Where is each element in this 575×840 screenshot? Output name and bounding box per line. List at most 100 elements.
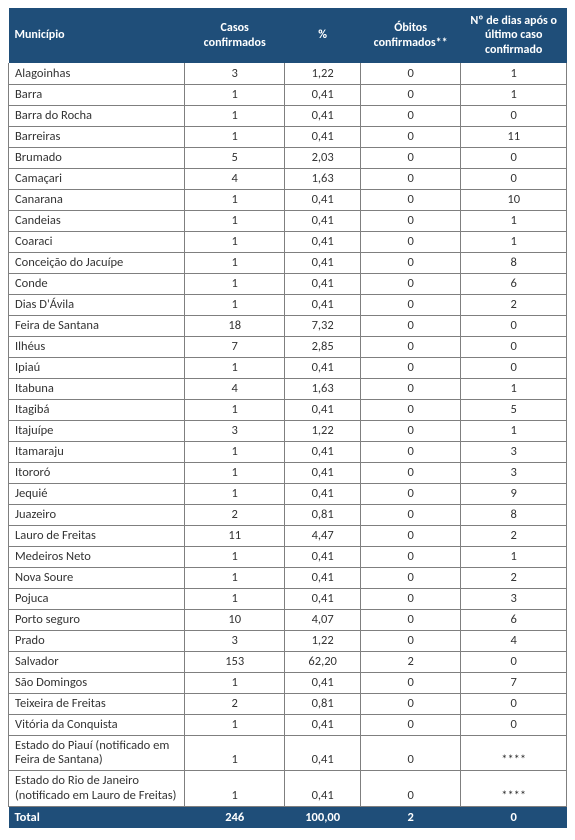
cell-dias: 0 xyxy=(461,714,567,735)
cell-municipio: Teixeira de Freitas xyxy=(9,693,185,714)
cell-dias: 3 xyxy=(461,462,567,483)
cell-dias: 0 xyxy=(461,105,567,126)
cell-obitos: 0 xyxy=(360,273,461,294)
cell-dias: 0 xyxy=(461,651,567,672)
cell-obitos: 0 xyxy=(360,147,461,168)
cell-casos: 3 xyxy=(184,63,285,84)
cell-obitos: 0 xyxy=(360,504,461,525)
cell-casos: 10 xyxy=(184,609,285,630)
cell-dias: 5 xyxy=(461,399,567,420)
table-row: Prado31,2204 xyxy=(9,630,567,651)
cell-casos: 1 xyxy=(184,483,285,504)
table-row: Coaraci10,4101 xyxy=(9,231,567,252)
cell-dias: 6 xyxy=(461,609,567,630)
cell-pct: 0,41 xyxy=(285,546,360,567)
cell-municipio: Barra xyxy=(9,84,185,105)
table-row: Itabuna41,6301 xyxy=(9,378,567,399)
cell-pct: 1,22 xyxy=(285,630,360,651)
cell-pct: 2,03 xyxy=(285,147,360,168)
cell-obitos: 0 xyxy=(360,483,461,504)
cell-municipio: Estado do Rio de Janeiro (notificado em … xyxy=(9,771,185,807)
table-row: Juazeiro20,8108 xyxy=(9,504,567,525)
cell-casos: 1 xyxy=(184,84,285,105)
table-row: Vitória da Conquista10,4100 xyxy=(9,714,567,735)
cell-pct: 0,41 xyxy=(285,252,360,273)
cell-municipio: Estado do Piauí (notificado em Feira de … xyxy=(9,735,185,771)
cell-obitos: 0 xyxy=(360,525,461,546)
cell-municipio: Medeiros Neto xyxy=(9,546,185,567)
cell-casos: 1 xyxy=(184,294,285,315)
cell-pct: 0,41 xyxy=(285,462,360,483)
col-header-municipio: Município xyxy=(9,8,185,63)
cell-obitos: 0 xyxy=(360,588,461,609)
cell-dias: 8 xyxy=(461,252,567,273)
cell-casos: 4 xyxy=(184,378,285,399)
table-row: Brumado52,0300 xyxy=(9,147,567,168)
cell-pct: 7,32 xyxy=(285,315,360,336)
cell-obitos: 0 xyxy=(360,714,461,735)
col-header-casos: Casos confirmados xyxy=(184,8,285,63)
cell-municipio: Dias D'Ávila xyxy=(9,294,185,315)
cell-municipio: Juazeiro xyxy=(9,504,185,525)
cell-casos: 1 xyxy=(184,567,285,588)
cell-pct: 0,41 xyxy=(285,483,360,504)
cell-pct: 1,63 xyxy=(285,378,360,399)
cell-total-obitos: 2 xyxy=(360,807,461,828)
cell-casos: 1 xyxy=(184,252,285,273)
cell-pct: 0,41 xyxy=(285,210,360,231)
cell-casos: 1 xyxy=(184,672,285,693)
cell-dias: 2 xyxy=(461,525,567,546)
cell-casos: 1 xyxy=(184,189,285,210)
cell-casos: 1 xyxy=(184,273,285,294)
cell-casos: 1 xyxy=(184,210,285,231)
cell-obitos: 0 xyxy=(360,168,461,189)
cell-casos: 2 xyxy=(184,693,285,714)
cell-casos: 1 xyxy=(184,771,285,807)
cell-obitos: 0 xyxy=(360,63,461,84)
cell-municipio: Prado xyxy=(9,630,185,651)
table-row: Itororó10,4103 xyxy=(9,462,567,483)
cell-casos: 18 xyxy=(184,315,285,336)
cell-dias: 0 xyxy=(461,357,567,378)
table-row: Barreiras10,41011 xyxy=(9,126,567,147)
cell-dias: 1 xyxy=(461,84,567,105)
table-row: Conde10,4106 xyxy=(9,273,567,294)
cell-pct: 1,22 xyxy=(285,63,360,84)
cell-obitos: 0 xyxy=(360,735,461,771)
cell-dias: 8 xyxy=(461,504,567,525)
cell-obitos: 2 xyxy=(360,651,461,672)
cell-municipio: Vitória da Conquista xyxy=(9,714,185,735)
cell-pct: 0,81 xyxy=(285,693,360,714)
table-row: Ipiaú10,4100 xyxy=(9,357,567,378)
cell-casos: 11 xyxy=(184,525,285,546)
cell-pct: 0,41 xyxy=(285,714,360,735)
cell-pct: 62,20 xyxy=(285,651,360,672)
cell-casos: 1 xyxy=(184,357,285,378)
cell-municipio: Alagoinhas xyxy=(9,63,185,84)
cell-dias: 0 xyxy=(461,693,567,714)
cell-casos: 1 xyxy=(184,735,285,771)
table-row: Itajuípe31,2201 xyxy=(9,420,567,441)
cell-obitos: 0 xyxy=(360,231,461,252)
cell-pct: 1,22 xyxy=(285,420,360,441)
cell-obitos: 0 xyxy=(360,693,461,714)
cell-dias: 0 xyxy=(461,336,567,357)
table-row: Alagoinhas31,2201 xyxy=(9,63,567,84)
cell-pct: 0,81 xyxy=(285,504,360,525)
cell-obitos: 0 xyxy=(360,462,461,483)
cell-total-casos: 246 xyxy=(184,807,285,828)
cases-table: Município Casos confirmados % Óbitos con… xyxy=(8,8,567,828)
table-row: Conceição do Jacuípe10,4108 xyxy=(9,252,567,273)
table-row: Teixeira de Freitas20,8100 xyxy=(9,693,567,714)
cell-pct: 0,41 xyxy=(285,588,360,609)
cell-dias: **** xyxy=(461,771,567,807)
cell-municipio: Itagibá xyxy=(9,399,185,420)
cell-total-dias: 0 xyxy=(461,807,567,828)
cell-pct: 0,41 xyxy=(285,189,360,210)
cell-dias: 1 xyxy=(461,63,567,84)
col-header-pct: % xyxy=(285,8,360,63)
cell-casos: 5 xyxy=(184,147,285,168)
cell-municipio: Barra do Rocha xyxy=(9,105,185,126)
cell-pct: 0,41 xyxy=(285,105,360,126)
cell-dias: **** xyxy=(461,735,567,771)
